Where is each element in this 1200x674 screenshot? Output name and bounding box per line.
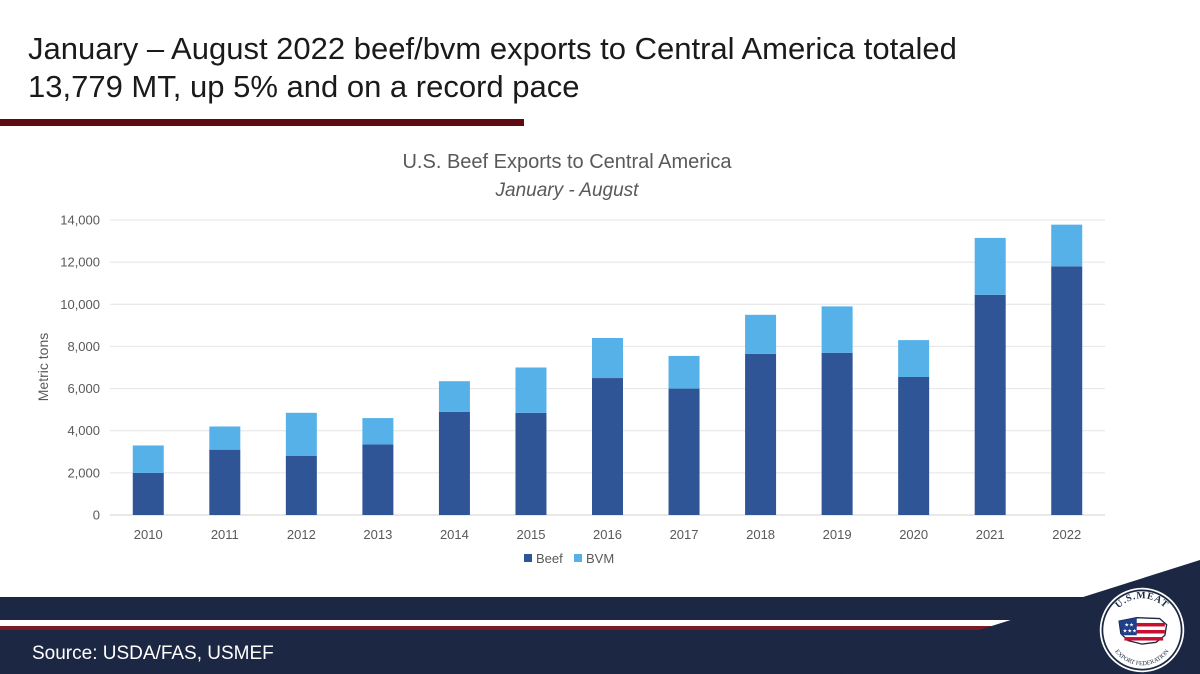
x-tick-label: 2013 [363, 527, 392, 542]
title-rule [0, 119, 524, 126]
y-tick-label: 4,000 [67, 423, 100, 438]
slide-title-line-1: January – August 2022 beef/bvm exports t… [28, 31, 957, 66]
bar-bvm-2018 [745, 314, 777, 354]
y-axis-ticks: 0 2,000 4,000 6,000 8,000 10,000 12,000 14,000 [60, 213, 100, 523]
footer-stripe-white [0, 620, 1020, 626]
legend-label-bvm: BVM [586, 551, 614, 566]
bar-beef-2015 [515, 412, 547, 515]
chart-title: U.S. Beef Exports to Central America [402, 151, 732, 173]
bar-bvm-2021 [974, 237, 1006, 295]
x-tick-label: 2012 [287, 527, 316, 542]
bar-beef-2014 [438, 411, 470, 515]
y-tick-label: 8,000 [67, 339, 100, 354]
x-tick-label: 2010 [134, 527, 163, 542]
bar-beef-2016 [592, 378, 623, 515]
bar-bvm-2010 [132, 445, 164, 473]
bar-beef-2021 [974, 294, 1006, 515]
bar-beef-2020 [898, 376, 930, 515]
y-tick-label: 14,000 [60, 213, 100, 228]
bar-bvm-2017 [668, 355, 700, 389]
chart-subtitle: January - August [495, 180, 640, 201]
bar-beef-2019 [821, 352, 853, 515]
bar-bvm-2014 [438, 381, 470, 412]
bar-beef-2017 [668, 388, 700, 515]
bar-beef-2013 [362, 444, 394, 515]
y-tick-label: 12,000 [60, 255, 100, 270]
slide-title: January – August 2022 beef/bvm exports t… [28, 30, 1028, 106]
x-tick-label: 2020 [899, 527, 928, 542]
x-axis-ticks: 2010 2011 2012 2013 2014 2015 2016 2017 2018 2019… [134, 527, 1081, 542]
x-tick-label: 2011 [211, 527, 239, 542]
bar-beef-2022 [1051, 266, 1083, 515]
y-tick-label: 10,000 [60, 297, 100, 312]
x-tick-label: 2015 [517, 527, 546, 542]
x-tick-label: 2021 [976, 527, 1005, 542]
bars [132, 224, 1083, 515]
x-tick-label: 2022 [1052, 527, 1081, 542]
svg-text:★★: ★★ [1124, 622, 1134, 628]
y-axis-title: Metric tons [35, 333, 51, 401]
usmef-logo: U.S.MEAT EXPORT FEDERATION ★★ ★★★ [1099, 587, 1185, 673]
bar-bvm-2022 [1051, 224, 1083, 267]
x-tick-label: 2016 [593, 527, 622, 542]
footer-stripe-red [0, 626, 1010, 630]
bar-bvm-2016 [592, 338, 623, 379]
beef-exports-chart: U.S. Beef Exports to Central America Jan… [35, 151, 1105, 566]
svg-text:★★★: ★★★ [1123, 629, 1137, 635]
y-tick-label: 6,000 [67, 381, 100, 396]
bar-bvm-2012 [285, 412, 317, 456]
y-tick-label: 0 [93, 508, 100, 523]
y-tick-label: 2,000 [67, 465, 100, 480]
x-tick-label: 2019 [823, 527, 852, 542]
legend-swatch-beef [524, 554, 532, 562]
legend-label-beef: Beef [536, 551, 563, 566]
bar-beef-2010 [132, 472, 164, 515]
legend-swatch-bvm [574, 554, 582, 562]
flag-map-icon: ★★ ★★★ [1118, 617, 1168, 645]
bar-beef-2018 [745, 353, 777, 515]
bar-bvm-2015 [515, 367, 547, 413]
bar-bvm-2019 [821, 306, 853, 353]
bar-bvm-2013 [362, 418, 394, 445]
source-note: Source: USDA/FAS, USMEF [32, 643, 274, 664]
bar-beef-2011 [209, 449, 241, 515]
x-tick-label: 2014 [440, 527, 469, 542]
bar-beef-2012 [285, 456, 317, 515]
x-tick-label: 2017 [670, 527, 699, 542]
bar-bvm-2020 [898, 340, 930, 377]
slide-title-line-2: 13,779 MT, up 5% and on a record pace [28, 69, 580, 104]
bar-bvm-2011 [209, 426, 241, 450]
x-tick-label: 2018 [746, 527, 775, 542]
legend: Beef BVM [524, 551, 614, 566]
